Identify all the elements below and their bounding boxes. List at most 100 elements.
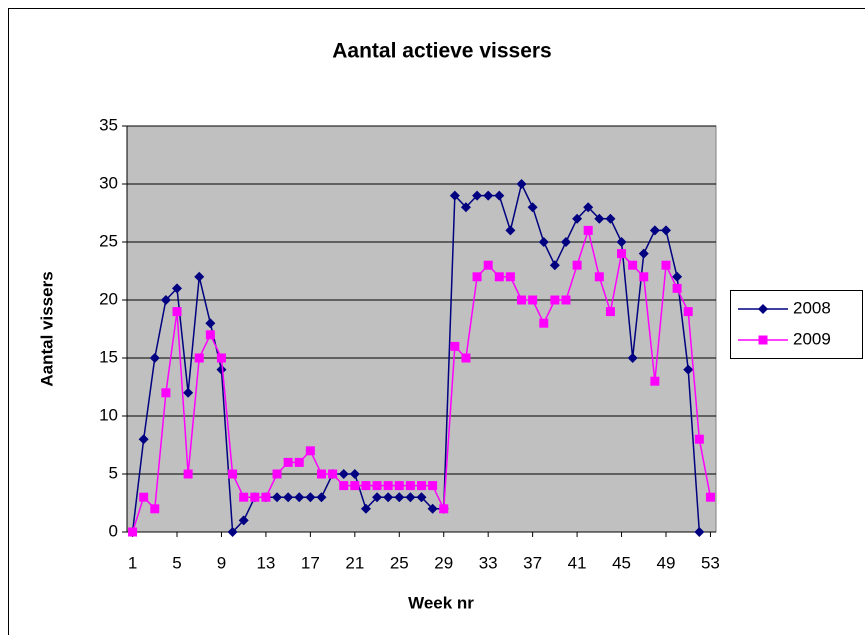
data-point bbox=[627, 353, 638, 363]
data-point bbox=[149, 353, 160, 363]
y-tick-label: 30 bbox=[99, 173, 118, 192]
data-point bbox=[439, 504, 449, 514]
data-point bbox=[394, 492, 405, 503]
data-point bbox=[216, 353, 226, 363]
x-tick-label: 37 bbox=[523, 553, 542, 572]
data-point bbox=[483, 260, 493, 270]
data-point bbox=[549, 260, 560, 271]
data-point bbox=[417, 481, 426, 491]
y-tick-label: 15 bbox=[99, 347, 118, 366]
data-point bbox=[416, 492, 427, 503]
y-tick-label: 10 bbox=[99, 405, 118, 424]
chart-title: Aantal actieve vissers bbox=[332, 40, 551, 63]
legend-marker bbox=[758, 335, 768, 345]
data-point bbox=[183, 469, 193, 479]
data-point bbox=[628, 260, 638, 270]
data-point bbox=[583, 225, 593, 235]
y-axis-title: Aantal vissers bbox=[37, 271, 56, 386]
data-point bbox=[349, 469, 360, 479]
data-point bbox=[138, 434, 149, 445]
data-point bbox=[172, 283, 183, 294]
data-point bbox=[272, 492, 283, 503]
data-point bbox=[505, 225, 516, 236]
data-point bbox=[583, 202, 594, 213]
data-point bbox=[494, 190, 505, 201]
data-point bbox=[517, 295, 527, 305]
data-point bbox=[449, 190, 460, 201]
data-point bbox=[394, 481, 404, 491]
data-point bbox=[594, 213, 605, 224]
data-point bbox=[294, 492, 305, 503]
data-point bbox=[705, 492, 715, 502]
x-tick-label: 53 bbox=[701, 553, 720, 572]
data-point bbox=[161, 388, 171, 398]
data-point bbox=[283, 457, 293, 467]
data-point bbox=[694, 527, 705, 537]
data-point bbox=[572, 213, 583, 224]
data-point bbox=[238, 515, 249, 526]
data-point bbox=[527, 202, 538, 213]
data-point bbox=[638, 248, 649, 259]
data-point bbox=[617, 249, 627, 259]
data-point bbox=[649, 225, 660, 236]
data-point bbox=[205, 318, 216, 329]
x-tick-label: 1 bbox=[128, 553, 137, 572]
data-point bbox=[683, 364, 694, 375]
data-point bbox=[538, 237, 549, 247]
data-point bbox=[338, 469, 349, 479]
data-point bbox=[605, 307, 615, 317]
data-point bbox=[194, 353, 204, 363]
data-point bbox=[227, 527, 238, 537]
data-point bbox=[250, 492, 260, 502]
data-point bbox=[183, 387, 194, 398]
data-point bbox=[405, 492, 416, 503]
data-point bbox=[539, 318, 549, 328]
data-point bbox=[139, 492, 149, 502]
y-tick-label: 25 bbox=[99, 231, 118, 250]
data-point bbox=[516, 179, 527, 189]
data-point bbox=[639, 272, 649, 282]
data-point bbox=[683, 307, 693, 317]
data-point bbox=[460, 202, 471, 213]
legend bbox=[730, 290, 863, 359]
y-tick-label: 5 bbox=[109, 463, 118, 482]
data-point bbox=[316, 492, 327, 503]
data-point bbox=[672, 271, 683, 282]
data-point bbox=[261, 492, 271, 502]
data-point bbox=[661, 260, 671, 270]
x-tick-label: 29 bbox=[434, 553, 453, 572]
data-point bbox=[372, 492, 383, 503]
data-point bbox=[472, 190, 483, 201]
legend-label: 2008 bbox=[793, 298, 831, 317]
x-tick-label: 17 bbox=[301, 553, 320, 572]
data-point bbox=[450, 341, 460, 351]
data-point bbox=[350, 481, 360, 491]
data-point bbox=[483, 190, 494, 201]
series-line bbox=[131, 181, 701, 534]
data-point bbox=[305, 446, 315, 456]
data-point bbox=[650, 376, 660, 386]
x-tick-label: 41 bbox=[568, 553, 587, 572]
x-tick-label: 13 bbox=[256, 553, 275, 572]
data-point bbox=[472, 272, 482, 282]
data-point bbox=[228, 469, 238, 479]
data-point bbox=[383, 481, 393, 491]
legend-marker bbox=[758, 304, 768, 314]
data-point bbox=[383, 492, 394, 503]
data-point bbox=[339, 481, 349, 491]
data-point bbox=[505, 272, 515, 282]
x-tick-label: 9 bbox=[217, 553, 226, 572]
x-tick-label: 49 bbox=[657, 553, 676, 572]
data-point bbox=[328, 469, 338, 479]
data-point bbox=[283, 492, 294, 503]
plot-area bbox=[126, 125, 717, 533]
data-point bbox=[572, 260, 582, 270]
y-tick-label: 35 bbox=[99, 115, 118, 134]
data-point bbox=[550, 295, 560, 305]
x-tick-label: 25 bbox=[390, 553, 409, 572]
data-point bbox=[428, 481, 438, 491]
data-point bbox=[150, 504, 160, 514]
data-point bbox=[194, 271, 205, 282]
data-point bbox=[427, 503, 438, 514]
